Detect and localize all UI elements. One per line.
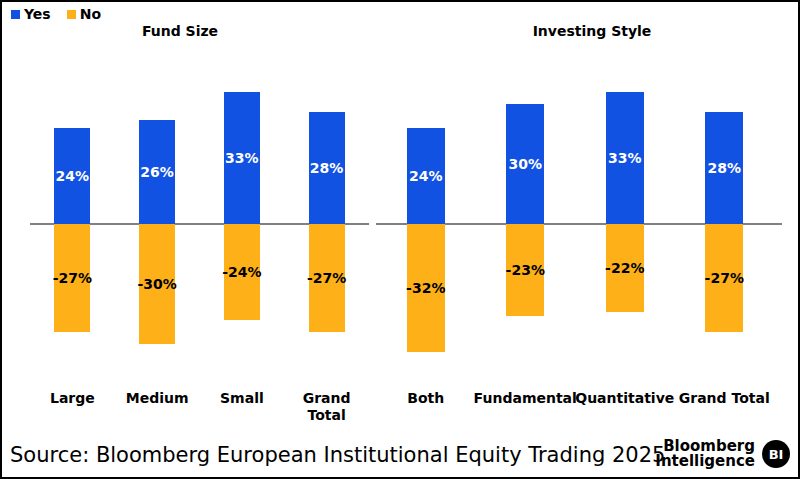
bar-value-label: 33% xyxy=(225,150,259,166)
bar-value-label: -24% xyxy=(222,264,261,280)
category-label-medium: Medium xyxy=(115,390,199,407)
source-text: Source: Bloomberg European Institutional… xyxy=(10,443,665,467)
bar-yes-quantitative: 33% xyxy=(606,92,644,224)
bar-no-medium: -30% xyxy=(139,224,175,344)
bar-no-fundamental: -23% xyxy=(506,224,544,316)
bar-no-both: -32% xyxy=(407,224,445,352)
category-label-large: Large xyxy=(30,390,114,407)
bar-yes-large: 24% xyxy=(54,128,90,224)
bar-yes-grand-total: 28% xyxy=(705,112,743,224)
category-label-grand-total: Grand Total xyxy=(285,390,369,424)
bar-yes-medium: 26% xyxy=(139,120,175,224)
bar-value-label: 28% xyxy=(310,160,344,176)
bar-no-large: -27% xyxy=(54,224,90,332)
bar-value-label: -27% xyxy=(307,270,346,286)
chart-page: Yes No Fund Size Investing Style 24%-27%… xyxy=(0,0,800,479)
bloomberg-intelligence-logo: Bloomberg Intelligence BI xyxy=(655,439,790,469)
bar-value-label: 33% xyxy=(608,150,642,166)
bar-value-label: -22% xyxy=(605,260,644,276)
bar-yes-grand-total: 28% xyxy=(309,112,345,224)
bi-badge-label: BI xyxy=(769,447,784,462)
bar-value-label: -30% xyxy=(137,276,176,292)
category-label-small: Small xyxy=(200,390,284,407)
bar-no-grand-total: -27% xyxy=(309,224,345,332)
bar-value-label: -32% xyxy=(406,280,445,296)
bar-yes-fundamental: 30% xyxy=(506,104,544,224)
bar-yes-both: 24% xyxy=(407,128,445,224)
bar-value-label: 30% xyxy=(508,156,542,172)
brand-line2: Intelligence xyxy=(655,454,755,469)
plot-area: 24% -27% Large 26% -30% Medium 33% -24% Small 28%… xyxy=(2,2,798,477)
bar-value-label: 26% xyxy=(140,164,174,180)
bar-value-label: 24% xyxy=(56,168,90,184)
bar-no-quantitative: -22% xyxy=(606,224,644,312)
bar-yes-small: 33% xyxy=(224,92,260,224)
brand-text: Bloomberg Intelligence xyxy=(655,439,755,469)
bar-value-label: -23% xyxy=(506,262,545,278)
bar-no-grand-total: -27% xyxy=(705,224,743,332)
bi-badge-icon: BI xyxy=(762,440,790,468)
bar-value-label: 28% xyxy=(707,160,741,176)
category-label-grand-total: Grand Total xyxy=(662,390,786,407)
bar-value-label: -27% xyxy=(53,270,92,286)
bar-value-label: 24% xyxy=(409,168,443,184)
bar-value-label: -27% xyxy=(705,270,744,286)
bar-no-small: -24% xyxy=(224,224,260,320)
